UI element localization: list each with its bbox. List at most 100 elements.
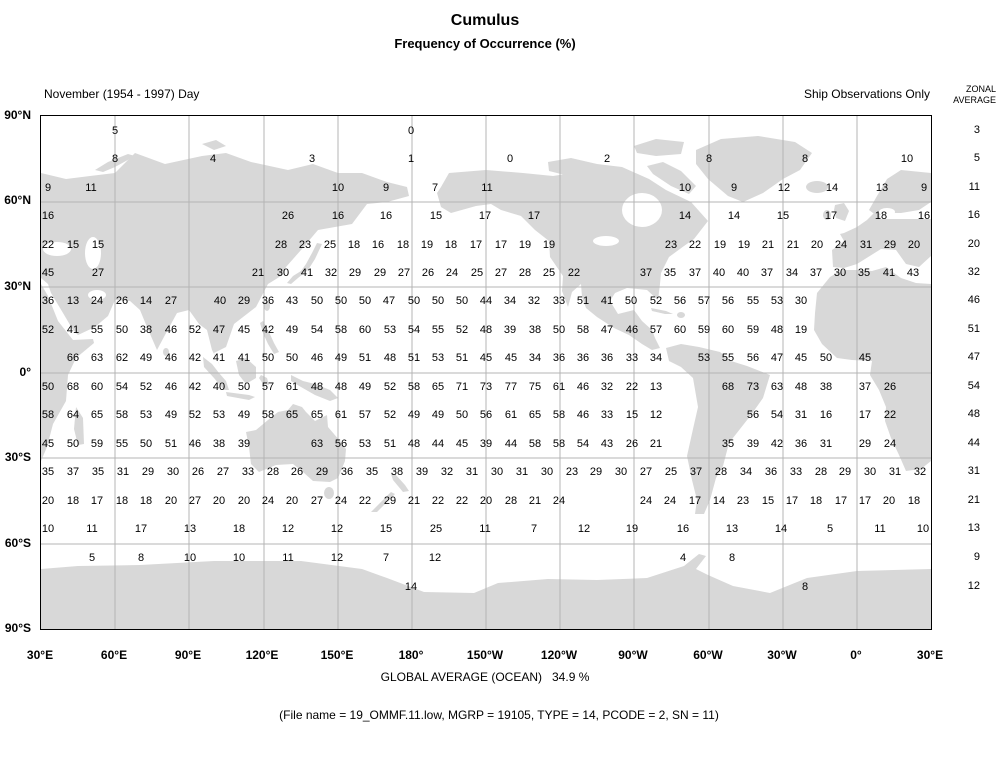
grid-value: 17 (478, 210, 492, 222)
grid-value: 31 (515, 466, 529, 478)
grid-value: 56 (334, 438, 348, 450)
grid-value: 45 (504, 352, 518, 364)
grid-value: 34 (503, 295, 517, 307)
grid-value: 10 (900, 153, 914, 165)
grid-value: 41 (300, 267, 314, 279)
grid-value: 19 (713, 239, 727, 251)
landmass-tasmania (324, 487, 334, 499)
grid-value: 38 (528, 324, 542, 336)
grid-value: 30 (166, 466, 180, 478)
grid-value: 54 (115, 381, 129, 393)
grid-value: 28 (274, 239, 288, 251)
grid-value: 41 (66, 324, 80, 336)
grid-value: 18 (809, 495, 823, 507)
grid-value: 8 (111, 153, 119, 165)
x-axis-tick-label: 60°E (100, 648, 128, 662)
grid-value: 12 (577, 523, 591, 535)
grid-value: 52 (188, 409, 202, 421)
grid-value: 55 (431, 324, 445, 336)
grid-value: 56 (746, 352, 760, 364)
grid-value: 27 (310, 495, 324, 507)
grid-value: 57 (697, 295, 711, 307)
grid-value: 36 (552, 352, 566, 364)
grid-value: 65 (310, 409, 324, 421)
grid-value: 51 (358, 352, 372, 364)
grid-value: 13 (649, 381, 663, 393)
grid-value: 50 (261, 352, 275, 364)
x-axis-tick-label: 120°W (540, 648, 578, 662)
grid-value: 11 (282, 552, 294, 564)
grid-value: 18 (874, 210, 888, 222)
grid-value: 11 (479, 523, 491, 535)
grid-value: 19 (518, 239, 532, 251)
grid-value: 37 (689, 466, 703, 478)
landmass-north-america (437, 164, 708, 350)
grid-value: 18 (347, 239, 361, 251)
zonal-average-value: 47 (967, 351, 980, 363)
grid-value: 35 (91, 466, 105, 478)
grid-value: 2 (603, 153, 611, 165)
grid-value: 61 (504, 409, 518, 421)
grid-value: 51 (407, 352, 421, 364)
zonal-average-value: 12 (967, 580, 980, 592)
grid-value: 53 (697, 352, 711, 364)
grid-value: 32 (440, 466, 454, 478)
x-axis: 30°E 60°E 90°E 120°E 150°E 180° 150°W 120°W 90°W… (0, 648, 998, 664)
zonal-average-value: 3 (973, 124, 980, 136)
grid-value: 10 (678, 182, 692, 194)
grid-value: 21 (786, 239, 800, 251)
persian-gulf (88, 290, 106, 300)
grid-value: 30 (540, 466, 554, 478)
grid-value: 31 (888, 466, 902, 478)
y-axis-tick-label: 60°S (4, 536, 31, 550)
grid-value: 8 (137, 552, 145, 564)
grid-value: 16 (917, 210, 931, 222)
grid-value: 13 (66, 295, 80, 307)
grid-value: 41 (237, 352, 251, 364)
grid-value: 41 (882, 267, 896, 279)
grid-value: 20 (285, 495, 299, 507)
grid-value: 22 (688, 239, 702, 251)
grid-value: 43 (285, 295, 299, 307)
grid-value: 54 (407, 324, 421, 336)
zonal-average-value: 16 (967, 209, 980, 221)
grid-value: 51 (164, 438, 178, 450)
grid-value: 25 (429, 523, 443, 535)
grid-value: 12 (428, 552, 442, 564)
grid-value: 33 (552, 295, 566, 307)
grid-value: 60 (673, 324, 687, 336)
grid-value: 11 (481, 182, 493, 194)
grid-value: 36 (576, 352, 590, 364)
zonal-average-value: 13 (967, 522, 980, 534)
grid-value: 33 (600, 409, 614, 421)
grid-value: 49 (237, 409, 251, 421)
grid-value: 17 (494, 239, 508, 251)
grid-value: 24 (334, 495, 348, 507)
grid-value: 53 (212, 409, 226, 421)
grid-value: 1 (407, 153, 415, 165)
grid-value: 13 (183, 523, 197, 535)
grid-value: 51 (576, 295, 590, 307)
grid-value: 52 (383, 409, 397, 421)
great-lakes (593, 236, 619, 246)
grid-value: 58 (261, 409, 275, 421)
grid-value: 52 (41, 324, 55, 336)
grid-value: 33 (789, 466, 803, 478)
grid-value: 52 (455, 324, 469, 336)
grid-value: 58 (576, 324, 590, 336)
grid-value: 17 (824, 210, 838, 222)
grid-value: 19 (794, 324, 808, 336)
grid-value: 45 (41, 267, 55, 279)
grid-value: 34 (785, 267, 799, 279)
grid-value: 27 (494, 267, 508, 279)
grid-value: 22 (431, 495, 445, 507)
landmass-ellesmere (634, 139, 684, 156)
grid-value: 8 (801, 153, 809, 165)
grid-value: 29 (315, 466, 329, 478)
x-axis-tick-label: 0° (850, 648, 862, 662)
grid-value: 15 (429, 210, 443, 222)
grid-value: 58 (552, 438, 566, 450)
grid-value: 24 (445, 267, 459, 279)
grid-value: 50 (624, 295, 638, 307)
grid-value: 4 (679, 552, 687, 564)
